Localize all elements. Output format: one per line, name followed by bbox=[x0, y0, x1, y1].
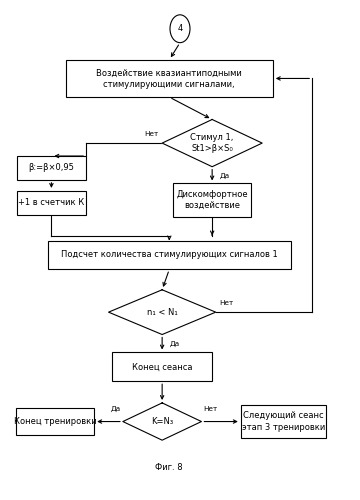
Text: Конец сеанса: Конец сеанса bbox=[132, 362, 192, 372]
Text: Да: Да bbox=[219, 172, 229, 178]
Text: K=N₃: K=N₃ bbox=[151, 417, 173, 426]
FancyBboxPatch shape bbox=[173, 184, 251, 217]
Text: Нет: Нет bbox=[203, 406, 217, 412]
Text: Воздействие квазиантиподными
стимулирующими сигналами,: Воздействие квазиантиподными стимулирующ… bbox=[96, 68, 242, 88]
FancyBboxPatch shape bbox=[112, 352, 212, 382]
Polygon shape bbox=[123, 403, 202, 440]
FancyBboxPatch shape bbox=[17, 191, 86, 214]
FancyBboxPatch shape bbox=[66, 60, 273, 97]
Text: 4: 4 bbox=[177, 24, 183, 33]
Text: Фиг. 8: Фиг. 8 bbox=[156, 464, 183, 472]
Text: β:=β×0,95: β:=β×0,95 bbox=[28, 164, 74, 172]
FancyBboxPatch shape bbox=[48, 240, 291, 270]
Circle shape bbox=[170, 15, 190, 42]
Text: +1 в счетчик К: +1 в счетчик К bbox=[18, 198, 85, 207]
FancyBboxPatch shape bbox=[16, 408, 94, 435]
FancyBboxPatch shape bbox=[17, 156, 86, 180]
Text: Дискомфортное
воздействие: Дискомфортное воздействие bbox=[176, 190, 248, 210]
Text: Да: Да bbox=[169, 340, 179, 346]
Text: n₁ < N₁: n₁ < N₁ bbox=[147, 308, 177, 316]
Text: Нет: Нет bbox=[144, 131, 158, 137]
Text: Да: Да bbox=[111, 406, 121, 412]
Text: Конец тренировки: Конец тренировки bbox=[14, 417, 96, 426]
Polygon shape bbox=[109, 290, 216, 335]
Text: Стимул 1,
St1>β×S₀: Стимул 1, St1>β×S₀ bbox=[190, 133, 234, 153]
Text: Следующий сеанс
этап 3 тренировки: Следующий сеанс этап 3 тренировки bbox=[242, 412, 325, 432]
FancyBboxPatch shape bbox=[241, 404, 327, 438]
Text: Нет: Нет bbox=[219, 300, 234, 306]
Text: Подсчет количества стимулирующих сигналов 1: Подсчет количества стимулирующих сигнало… bbox=[61, 250, 278, 260]
Polygon shape bbox=[162, 120, 262, 166]
